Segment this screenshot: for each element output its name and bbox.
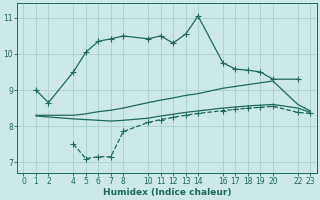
X-axis label: Humidex (Indice chaleur): Humidex (Indice chaleur)	[103, 188, 231, 197]
